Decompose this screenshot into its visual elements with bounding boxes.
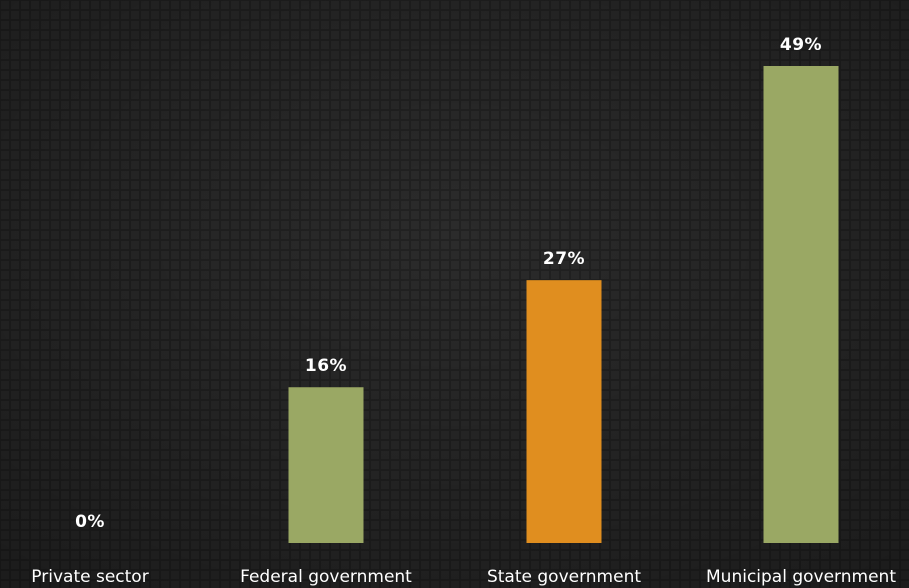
value-label-0: 0% <box>75 512 105 532</box>
category-label-2: State government <box>487 567 641 587</box>
labels-layer: 0% Private sector 16% Federal government 27%… <box>31 35 896 587</box>
value-label-2: 27% <box>543 249 585 269</box>
bar-2 <box>526 280 602 543</box>
bar-3 <box>763 66 839 543</box>
value-label-3: 49% <box>780 35 822 55</box>
bar-1 <box>288 387 364 543</box>
category-label-0: Private sector <box>31 567 148 587</box>
value-label-1: 16% <box>305 356 347 376</box>
bars-layer <box>288 66 839 543</box>
category-label-1: Federal government <box>240 567 412 587</box>
category-label-3: Municipal government <box>706 567 896 587</box>
